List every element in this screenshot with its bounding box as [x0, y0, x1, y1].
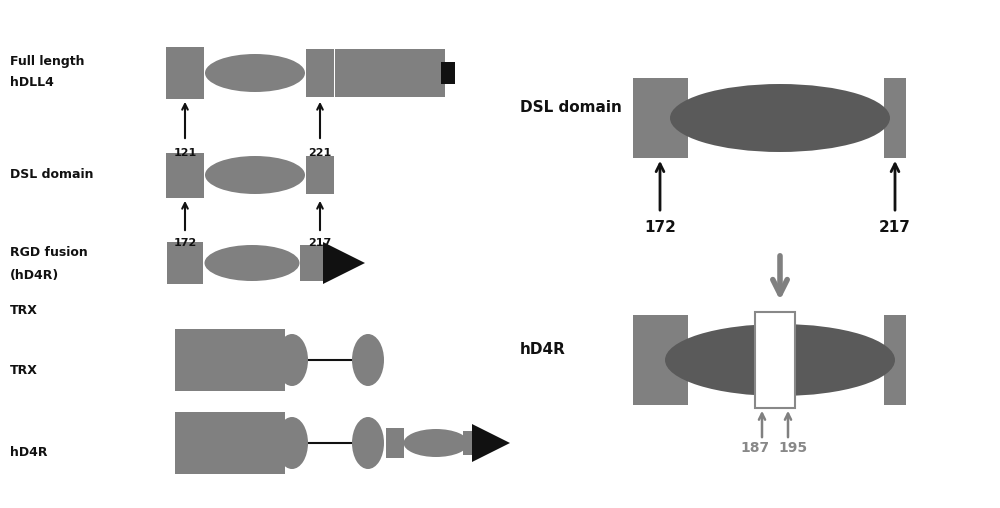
Ellipse shape	[404, 429, 468, 457]
Text: hD4R: hD4R	[520, 342, 566, 358]
Polygon shape	[472, 424, 510, 462]
Text: DSL domain: DSL domain	[10, 169, 94, 181]
Ellipse shape	[276, 417, 308, 469]
Bar	[633, 78, 688, 158]
Bar	[167, 242, 203, 284]
Ellipse shape	[352, 334, 384, 386]
Text: 172: 172	[644, 220, 676, 236]
Text: 221: 221	[308, 148, 332, 158]
Bar	[175, 329, 285, 391]
Bar	[463, 431, 477, 455]
Text: DSL domain: DSL domain	[520, 101, 622, 115]
Ellipse shape	[205, 156, 305, 194]
Bar	[884, 315, 906, 405]
Text: hDLL4: hDLL4	[10, 77, 54, 89]
Bar	[306, 49, 334, 97]
Ellipse shape	[205, 54, 305, 92]
Ellipse shape	[205, 245, 300, 281]
Text: Full length: Full length	[10, 54, 84, 68]
Text: 187: 187	[740, 441, 770, 455]
Text: TRX: TRX	[10, 364, 38, 376]
Bar	[441, 62, 455, 84]
Text: RGD fusion: RGD fusion	[10, 246, 88, 260]
Text: hD4R: hD4R	[10, 447, 48, 460]
Bar	[300, 245, 324, 281]
Ellipse shape	[670, 84, 890, 152]
Bar	[335, 49, 445, 97]
Bar	[884, 78, 906, 158]
Bar	[755, 312, 795, 408]
Text: 172: 172	[173, 238, 197, 248]
Bar	[386, 428, 404, 458]
Text: (hD4R): (hD4R)	[10, 269, 59, 281]
Bar	[166, 47, 204, 99]
Bar	[166, 152, 204, 198]
Ellipse shape	[665, 324, 895, 396]
Text: 217: 217	[879, 220, 911, 236]
Ellipse shape	[276, 334, 308, 386]
Ellipse shape	[352, 417, 384, 469]
Text: TRX: TRX	[10, 303, 38, 316]
Bar	[633, 315, 688, 405]
Polygon shape	[323, 242, 365, 284]
Bar	[175, 412, 285, 474]
Text: 217: 217	[308, 238, 332, 248]
Bar	[306, 156, 334, 194]
Text: 121: 121	[173, 148, 197, 158]
Text: 195: 195	[778, 441, 808, 455]
